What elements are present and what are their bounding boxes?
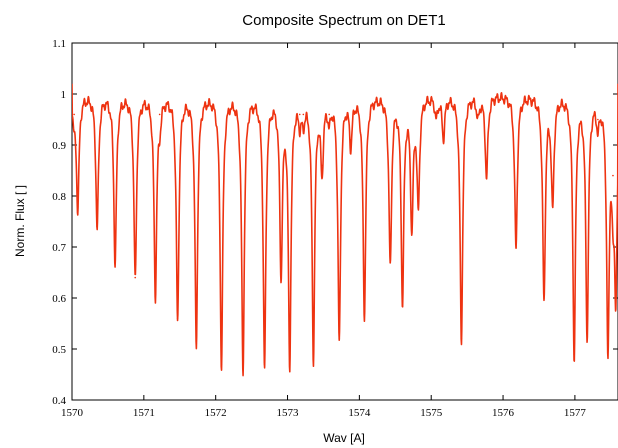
absorption-line-point [349, 139, 352, 141]
absorption-line-point [263, 363, 266, 366]
absorption-line-point [76, 205, 79, 207]
absorption-line-point [363, 312, 366, 315]
absorption-line-point [73, 113, 75, 116]
x-tick-label: 1574 [348, 407, 371, 419]
absorption-line-point [435, 113, 438, 116]
spectrum-line [72, 83, 618, 377]
absorption-line-point [114, 261, 116, 264]
absorption-line-point [134, 276, 137, 279]
y-tick-label: 0.5 [52, 344, 66, 356]
absorption-line-point [612, 174, 614, 177]
x-axis: 1570 1571 1572 1573 1574 1575 1576 1577 [61, 43, 586, 419]
absorption-line-point [176, 317, 179, 320]
absorption-line-point [220, 363, 223, 366]
y-axis: 0.4 0.5 0.6 0.7 0.8 0.9 1 1.1 [52, 38, 618, 407]
x-tick-label: 1572 [205, 407, 227, 419]
absorption-line-point [389, 261, 392, 264]
absorption-line-point [573, 353, 575, 355]
plot-frame [71, 42, 618, 401]
x-tick-label: 1573 [277, 407, 300, 419]
chart-title: Composite Spectrum on DET1 [242, 12, 445, 29]
y-tick-label: 1 [61, 89, 67, 101]
absorption-line-point [401, 297, 404, 299]
absorption-line-point [338, 338, 341, 340]
absorption-line-point [302, 113, 305, 116]
absorption-line-point [321, 164, 323, 167]
x-tick-label: 1577 [564, 407, 587, 419]
absorption-line-point [543, 297, 545, 299]
absorption-line-point [288, 358, 291, 361]
x-tick-label: 1570 [61, 407, 84, 419]
absorption-line-point [460, 338, 463, 340]
x-tick-label: 1576 [492, 407, 515, 419]
absorption-line-point [411, 220, 413, 223]
x-tick-label: 1575 [420, 407, 443, 419]
absorption-line-point [442, 134, 445, 136]
y-tick-label: 0.4 [52, 395, 66, 407]
absorption-line-point [485, 174, 488, 177]
absorption-line-point [597, 118, 599, 121]
y-axis-label: Norm. Flux [ ] [13, 185, 27, 257]
y-tick-label: 0.7 [52, 242, 66, 254]
x-tick-label: 1571 [133, 407, 155, 419]
absorption-line-point [586, 332, 588, 335]
absorption-line-point [298, 113, 301, 116]
absorption-line-point [328, 113, 330, 116]
absorption-line-point [417, 200, 420, 202]
y-tick-label: 0.6 [52, 293, 66, 305]
y-tick-label: 0.9 [52, 140, 66, 152]
y-tick-label: 1.1 [52, 38, 66, 50]
x-axis-label: Wav [A] [323, 431, 365, 445]
absorption-line-point [312, 353, 315, 355]
absorption-line-point [158, 113, 161, 116]
absorption-line-point [607, 343, 609, 345]
absorption-line-point [615, 276, 617, 279]
absorption-line-point [280, 266, 282, 269]
absorption-line-point [477, 113, 479, 116]
plot-area [72, 83, 618, 377]
absorption-line-point [515, 246, 517, 248]
y-tick-label: 0.8 [52, 191, 66, 203]
absorption-line-point [195, 343, 198, 345]
absorption-line-point [551, 200, 554, 202]
absorption-line-point [96, 225, 98, 228]
absorption-line-point [242, 368, 244, 371]
absorption-line-point [154, 292, 157, 294]
